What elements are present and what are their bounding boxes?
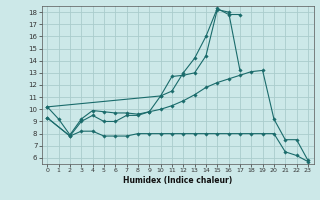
X-axis label: Humidex (Indice chaleur): Humidex (Indice chaleur): [123, 176, 232, 185]
